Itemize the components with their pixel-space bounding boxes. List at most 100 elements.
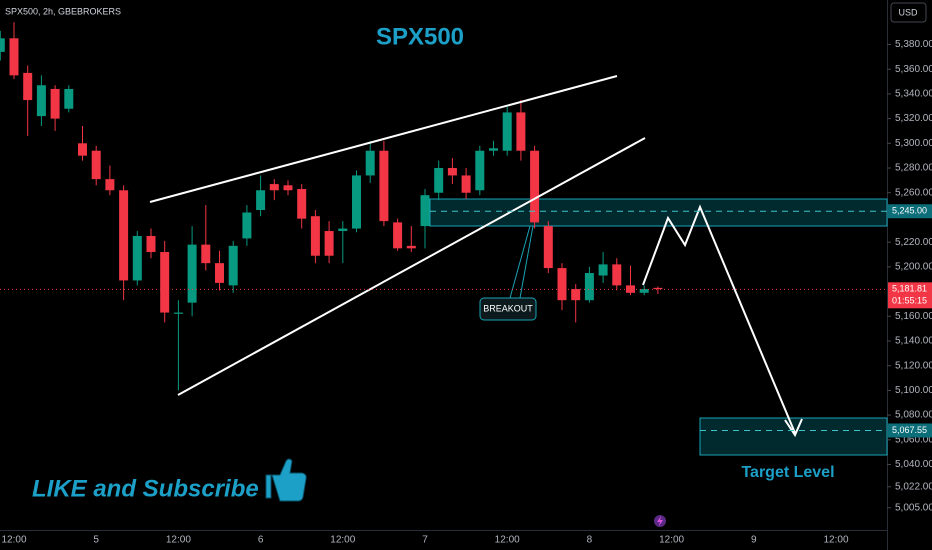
- y-tick-label: 5,320.00: [895, 113, 932, 124]
- currency-box[interactable]: [890, 2, 927, 23]
- candle-body: [516, 112, 526, 151]
- x-tick-label: 12:00: [330, 535, 355, 546]
- y-tick-label: 5,260.00: [895, 187, 932, 198]
- y-tick-label: 5,040.00: [895, 459, 932, 470]
- price-label: 5,067.55: [892, 425, 927, 435]
- x-tick-label: 9: [751, 535, 757, 546]
- price-label: 5,245.00: [892, 206, 927, 216]
- breakout-label: BREAKOUT: [483, 303, 533, 313]
- y-tick-label: 5,022.00: [895, 481, 932, 492]
- candle-body: [160, 252, 170, 313]
- candle-body: [297, 189, 307, 219]
- x-tick-label: 12:00: [659, 535, 684, 546]
- candle-body: [365, 150, 375, 176]
- x-tick-label: 8: [587, 535, 593, 546]
- candle-body: [502, 112, 512, 151]
- candle-body: [434, 168, 444, 193]
- target-zone: [699, 417, 888, 456]
- candle-body: [571, 289, 581, 301]
- breakout-box: [479, 297, 537, 321]
- wedge-upper: [149, 75, 618, 203]
- candle-body: [475, 150, 485, 191]
- candle-body: [338, 228, 348, 232]
- candle-body: [146, 235, 156, 253]
- countdown: 01:55:15: [892, 296, 927, 306]
- candle-body: [9, 38, 19, 76]
- price-label-box: [888, 282, 932, 309]
- candle-body: [653, 287, 663, 290]
- candle-body: [242, 212, 252, 239]
- candle-body: [173, 312, 183, 314]
- cta-text: LIKE and Subscribe: [32, 475, 259, 502]
- candle-body: [543, 226, 553, 269]
- y-tick-label: 5,120.00: [895, 360, 932, 371]
- x-tick-label: 12:00: [823, 535, 848, 546]
- candle-body: [105, 179, 115, 191]
- candle-body: [119, 190, 129, 281]
- y-tick-label: 5,005.00: [895, 502, 932, 513]
- candle-body: [23, 72, 33, 101]
- candle-body: [352, 175, 361, 229]
- x-tick-label: 5: [93, 535, 99, 546]
- x-tick-label: 6: [258, 535, 264, 546]
- candle-body: [36, 85, 46, 117]
- candle-body: [557, 268, 567, 301]
- y-tick-label: 5,140.00: [895, 336, 932, 347]
- price-label-box: [888, 423, 932, 438]
- price-label: 5,181.81: [892, 284, 927, 294]
- y-tick-label: 5,200.00: [895, 261, 932, 272]
- y-tick-label: 5,280.00: [895, 163, 932, 174]
- currency: USD: [898, 7, 918, 17]
- candle-body: [269, 184, 279, 191]
- y-tick-label: 5,100.00: [895, 385, 932, 396]
- candle-body: [64, 88, 74, 109]
- thumbs-up-icon: [265, 458, 307, 502]
- y-tick-label: 5,080.00: [895, 410, 932, 421]
- candle-body: [50, 88, 60, 119]
- candle-body: [489, 148, 498, 151]
- candle-body: [201, 244, 211, 264]
- y-tick-label: 5,060.00: [895, 434, 932, 445]
- candle-body: [228, 245, 238, 286]
- candle-body: [91, 150, 101, 180]
- candle-body: [406, 245, 416, 249]
- y-tick-label: 5,220.00: [895, 237, 932, 248]
- y-tick-label: 5,160.00: [895, 311, 932, 322]
- x-tick-label: 7: [422, 535, 428, 546]
- x-tick-label: 12:00: [1, 535, 26, 546]
- candle-body: [420, 195, 430, 227]
- projection-arrowhead: [784, 418, 803, 438]
- candle-body: [283, 185, 293, 191]
- candle-body: [310, 216, 320, 256]
- candle-body: [78, 143, 87, 156]
- candle-body: [530, 150, 540, 223]
- y-tick-label: 5,380.00: [895, 39, 932, 50]
- candle-body: [132, 235, 142, 281]
- y-tick-label: 5,340.00: [895, 89, 932, 100]
- candle-body: [639, 289, 649, 293]
- candle-body: [461, 175, 471, 193]
- candle-body: [0, 38, 5, 52]
- candle-body: [256, 190, 266, 211]
- candle-body: [584, 273, 594, 301]
- candle-body: [598, 264, 608, 276]
- candle-body: [187, 244, 197, 303]
- x-tick-label: 12:00: [495, 535, 520, 546]
- candle-body: [215, 263, 224, 283]
- y-tick-label: 5,360.00: [895, 64, 932, 75]
- callout-line: [509, 225, 531, 299]
- resistance-zone: [429, 198, 888, 227]
- alert-icon-bolt: [657, 516, 663, 526]
- projection-path: [642, 204, 796, 434]
- candle-body: [612, 264, 622, 286]
- target-label: Target Level: [741, 464, 834, 481]
- marks: [0, 22, 663, 391]
- price-label-box: [888, 204, 932, 219]
- wedge-lower: [177, 137, 646, 396]
- symbol-info: SPX500, 2h, GBEBROKERS: [5, 6, 121, 16]
- candle-body: [626, 285, 635, 293]
- y-tick-label: 5,300.00: [895, 138, 932, 149]
- candle-body: [379, 150, 389, 222]
